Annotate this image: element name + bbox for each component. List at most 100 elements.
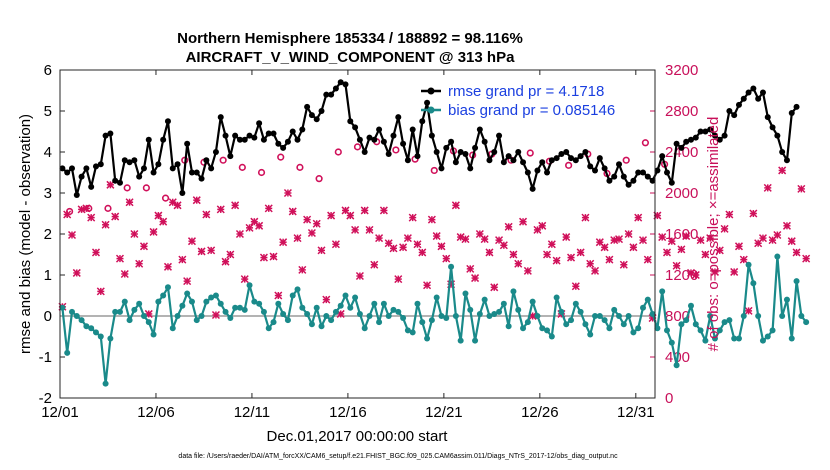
obs-assimilated-point bbox=[288, 207, 297, 216]
bias-point bbox=[654, 325, 661, 332]
obs-assimilated-point bbox=[120, 269, 129, 279]
bias-point bbox=[764, 333, 771, 340]
bias-point bbox=[438, 313, 445, 319]
obs-assimilated-point bbox=[658, 233, 667, 242]
bias-point bbox=[759, 337, 766, 344]
rmse-point bbox=[616, 161, 623, 168]
rmse-point bbox=[740, 95, 747, 102]
bias-point bbox=[131, 306, 138, 313]
rmse-point bbox=[716, 136, 723, 143]
rmse-point bbox=[376, 126, 383, 133]
bias-point bbox=[582, 321, 589, 328]
rmse-point bbox=[788, 110, 795, 117]
bias-point bbox=[409, 329, 416, 336]
obs-assimilated-point bbox=[403, 234, 412, 243]
bias-point bbox=[731, 335, 738, 342]
bias-point bbox=[711, 335, 718, 342]
rmse-point bbox=[793, 103, 800, 110]
obs-assimilated-point bbox=[67, 230, 77, 240]
bias-point bbox=[208, 294, 215, 301]
bias-point bbox=[750, 280, 757, 287]
rmse-point bbox=[174, 161, 181, 168]
obs-possible-point bbox=[392, 146, 400, 154]
bias-point bbox=[735, 335, 742, 342]
bias-point bbox=[380, 300, 387, 307]
obs-assimilated-point bbox=[715, 246, 724, 255]
obs-assimilated-point bbox=[245, 223, 254, 232]
rmse-point bbox=[246, 132, 253, 139]
obs-assimilated-point bbox=[710, 267, 720, 276]
rmse-point bbox=[491, 149, 498, 155]
obs-assimilated-point bbox=[221, 257, 230, 266]
left-y-tick-label: -2 bbox=[39, 390, 52, 407]
obs-assimilated-point bbox=[442, 254, 451, 263]
rmse-point bbox=[750, 85, 757, 92]
bias-point bbox=[496, 308, 503, 315]
rmse-point bbox=[280, 144, 287, 151]
bias-point bbox=[121, 298, 128, 305]
bias-point bbox=[476, 310, 483, 317]
rmse-point bbox=[332, 85, 339, 92]
obs-assimilated-point bbox=[418, 248, 427, 257]
bias-point bbox=[433, 294, 440, 301]
obs-assimilated-point bbox=[159, 217, 168, 226]
bias-point bbox=[563, 321, 570, 328]
obs-assimilated-point bbox=[283, 188, 292, 198]
obs-assimilated-point bbox=[269, 252, 278, 261]
bias-point bbox=[769, 327, 776, 334]
rmse-point bbox=[735, 101, 742, 108]
bias-point bbox=[601, 317, 608, 324]
obs-assimilated-point bbox=[307, 228, 316, 238]
obs-assimilated-point bbox=[758, 234, 767, 243]
legend-item-bias: bias grand pr = 0.085146 bbox=[421, 102, 615, 119]
bias-point bbox=[313, 304, 320, 311]
obs-assimilated-point bbox=[72, 268, 81, 277]
obs-assimilated-point bbox=[101, 220, 110, 229]
left-y-tick-label: 5 bbox=[44, 103, 52, 120]
rmse-point bbox=[500, 159, 507, 166]
obs-assimilated-point bbox=[197, 247, 206, 256]
obs-assimilated-point bbox=[106, 180, 115, 189]
rmse-point bbox=[448, 138, 455, 145]
bias-point bbox=[697, 327, 704, 334]
x-tick-label: 12/21 bbox=[425, 404, 463, 421]
bias-point bbox=[68, 308, 75, 315]
bias-point bbox=[260, 308, 267, 315]
obs-assimilated-point bbox=[279, 238, 288, 247]
rmse-point bbox=[88, 183, 95, 190]
rmse-point bbox=[64, 169, 71, 176]
obs-possible-point bbox=[622, 156, 630, 164]
rmse-point bbox=[318, 108, 325, 114]
bias-point bbox=[798, 313, 805, 319]
bias-point bbox=[385, 313, 392, 319]
bias-point bbox=[227, 315, 234, 322]
obs-assimilated-point bbox=[749, 209, 758, 218]
bias-point bbox=[92, 329, 99, 336]
obs-assimilated-point bbox=[115, 254, 125, 263]
obs-assimilated-point bbox=[183, 277, 192, 286]
obs-assimilated-point bbox=[154, 211, 163, 220]
bias-point bbox=[472, 337, 479, 344]
bias-point bbox=[659, 288, 666, 295]
bias-point bbox=[299, 304, 306, 311]
bias-point bbox=[510, 288, 517, 295]
bias-point bbox=[164, 284, 171, 291]
bias-point bbox=[222, 308, 229, 315]
obs-assimilated-point bbox=[149, 227, 158, 236]
rmse-point bbox=[606, 177, 613, 184]
obs-possible-point bbox=[334, 148, 342, 156]
obs-possible-point bbox=[142, 184, 150, 192]
rmse-series bbox=[59, 79, 800, 199]
bias-point bbox=[452, 313, 459, 319]
obs-assimilated-point bbox=[432, 232, 441, 241]
obs-assimilated-point bbox=[590, 266, 600, 275]
obs-assimilated-point bbox=[629, 243, 638, 252]
rmse-point bbox=[481, 138, 488, 145]
rmse-point bbox=[160, 136, 167, 143]
rmse-point bbox=[208, 165, 215, 172]
rmse-point bbox=[707, 126, 714, 133]
bias-point bbox=[529, 298, 536, 305]
obs-assimilated-point bbox=[624, 229, 633, 239]
rmse-point bbox=[649, 177, 656, 184]
obs-assimilated-point bbox=[322, 295, 331, 304]
